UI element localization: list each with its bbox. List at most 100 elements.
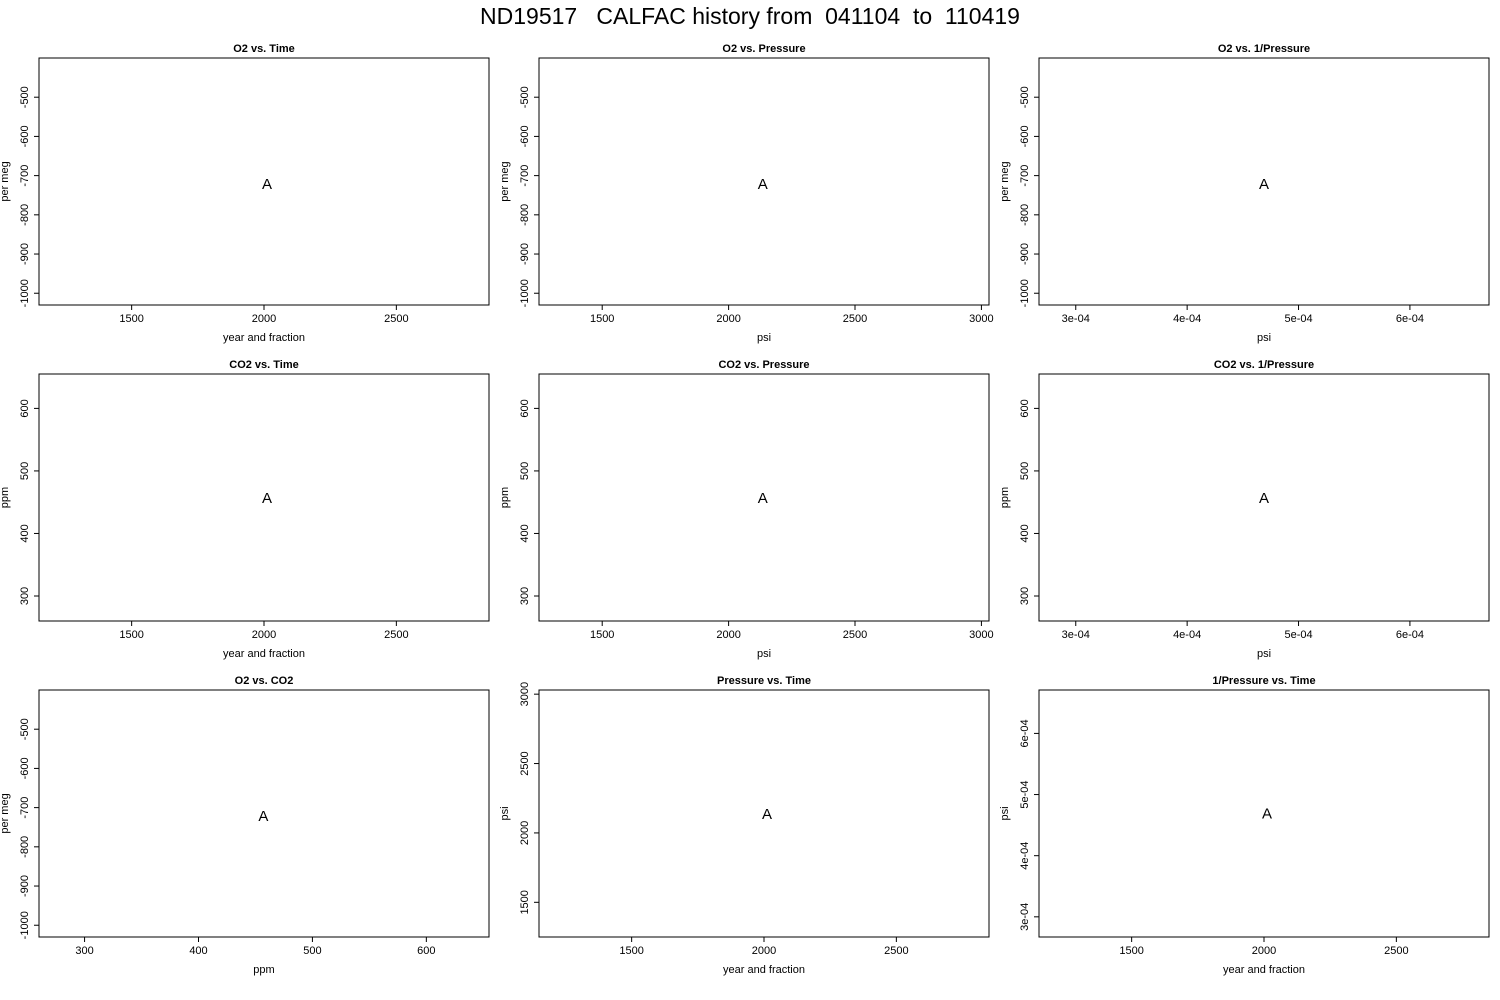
chart-3-panel: O2 vs. 1/Pressure 3e-04 4e-04 5e-04 6e-04 -10… [999, 43, 1490, 344]
chart-7-y-tick-label: -600 [19, 757, 31, 779]
chart-7-x-tick-label: 600 [417, 945, 435, 957]
chart-1-y-axis-label: per meg [0, 161, 11, 201]
chart-7-data-point: A [258, 808, 268, 825]
chart-7-y-tick-label: -1000 [19, 911, 31, 939]
chart-2-x-tick-label: 2000 [716, 313, 740, 325]
chart-8-x-tick-label: 2000 [752, 945, 776, 957]
chart-5-x-tick-label: 2000 [716, 629, 740, 641]
chart-7-y-tick-label: -900 [19, 875, 31, 897]
chart-1-y-tick-label: -900 [19, 243, 31, 265]
chart-1-y-tick-label: -500 [19, 86, 31, 108]
chart-5-y-tick-label: 500 [519, 462, 531, 480]
chart-9-x-tick-label: 2000 [1252, 945, 1276, 957]
chart-6-panel: CO2 vs. 1/Pressure 3e-04 4e-04 5e-04 6e-04 30… [999, 359, 1490, 660]
chart-9-title: 1/Pressure vs. Time [1212, 675, 1315, 687]
chart-5-y-tick-label: 400 [519, 524, 531, 542]
chart-9-y-axis-label: psi [999, 806, 1011, 820]
chart-6-data-point: A [1259, 490, 1269, 507]
chart-2-plot-frame [538, 57, 990, 306]
chart-1-x-tick-label: 2000 [252, 313, 276, 325]
chart-3-x-axis-label: psi [1257, 332, 1271, 344]
chart-9-data-point: A [1262, 806, 1272, 823]
chart-4-panel: CO2 vs. Time 1500 2000 2500 300 400 500 600 year… [0, 359, 490, 660]
chart-3-y-tick-label: -700 [1019, 165, 1031, 187]
chart-5-x-axis-label: psi [757, 648, 771, 660]
chart-2-data-point: A [758, 176, 768, 193]
chart-9-y-tick-label: 4e-04 [1019, 842, 1031, 870]
chart-3-x-tick-label: 5e-04 [1284, 313, 1312, 325]
chart-8-x-tick-label: 2500 [884, 945, 908, 957]
chart-7-x-tick-label: 300 [75, 945, 93, 957]
chart-5-x-tick-label: 3000 [969, 629, 993, 641]
chart-9-y-tick-label: 3e-04 [1019, 903, 1031, 931]
chart-1-y-tick-label: -800 [19, 204, 31, 226]
chart-4-y-axis-label: ppm [0, 487, 11, 508]
chart-2-x-tick-label: 2500 [843, 313, 867, 325]
chart-8-y-axis-label: psi [499, 806, 511, 820]
chart-2-y-tick-label: -600 [519, 125, 531, 147]
chart-2-x-tick-label: 3000 [969, 313, 993, 325]
chart-7-y-tick-label: -700 [19, 797, 31, 819]
chart-9-y-tick-label: 5e-04 [1019, 780, 1031, 808]
chart-7-y-axis-label: per meg [0, 793, 11, 833]
chart-9-x-tick-label: 1500 [1119, 945, 1143, 957]
chart-3-x-tick-label: 6e-04 [1396, 313, 1424, 325]
chart-7-y-tick-label: -500 [19, 718, 31, 740]
chart-5-data-point: A [758, 490, 768, 507]
chart-8-y-tick-label: 3000 [519, 682, 531, 706]
chart-3-y-tick-label: -800 [1019, 204, 1031, 226]
chart-7-panel: O2 vs. CO2 300 400 500 600 -1000 -900 -800 -700 -… [0, 675, 490, 976]
chart-2-y-tick-label: -800 [519, 204, 531, 226]
chart-1-panel: O2 vs. Time 1500 2000 2500 -1000 -900 -800 -700… [0, 43, 490, 344]
chart-7-x-tick-label: 500 [303, 945, 321, 957]
chart-6-y-tick-label: 500 [1019, 462, 1031, 480]
chart-2-title: O2 vs. Pressure [722, 43, 805, 55]
chart-2-y-tick-label: -900 [519, 243, 531, 265]
chart-6-y-tick-label: 300 [1019, 587, 1031, 605]
chart-2-y-tick-label: -1000 [519, 279, 531, 307]
chart-6-y-tick-label: 400 [1019, 524, 1031, 542]
chart-4-x-tick-label: 2000 [252, 629, 276, 641]
chart-5-x-tick-label: 1500 [590, 629, 614, 641]
chart-5-y-tick-label: 300 [519, 587, 531, 605]
chart-4-x-tick-label: 1500 [119, 629, 143, 641]
chart-8-x-axis-label: year and fraction [723, 964, 805, 976]
chart-9-y-tick-label: 6e-04 [1019, 719, 1031, 747]
chart-6-x-tick-label: 5e-04 [1284, 629, 1312, 641]
chart-6-x-tick-label: 3e-04 [1062, 629, 1090, 641]
chart-7-x-axis-label: ppm [253, 964, 274, 976]
chart-7-x-tick-label: 400 [189, 945, 207, 957]
chart-9-panel: 1/Pressure vs. Time 1500 2000 2500 3e-04 4e-0… [999, 675, 1490, 976]
chart-6-y-tick-label: 600 [1019, 399, 1031, 417]
chart-6-x-tick-label: 6e-04 [1396, 629, 1424, 641]
chart-2-y-tick-label: -700 [519, 165, 531, 187]
chart-7-y-tick-label: -800 [19, 836, 31, 858]
chart-8-y-tick-label: 2000 [519, 821, 531, 845]
chart-3-x-tick-label: 3e-04 [1062, 313, 1090, 325]
chart-1-data-point: A [262, 176, 272, 193]
chart-6-title: CO2 vs. 1/Pressure [1214, 359, 1314, 371]
chart-8-y-tick-label: 1500 [519, 890, 531, 914]
chart-5-panel: CO2 vs. Pressure 1500 2000 2500 3000 300 400 50… [499, 359, 994, 660]
chart-4-y-tick-label: 400 [19, 524, 31, 542]
chart-1-title: O2 vs. Time [233, 43, 295, 55]
chart-1-y-tick-label: -1000 [19, 279, 31, 307]
chart-6-y-axis-label: ppm [999, 487, 1011, 508]
chart-1-y-tick-label: -600 [19, 125, 31, 147]
chart-8-data-point: A [762, 806, 772, 823]
chart-4-x-tick-label: 2500 [384, 629, 408, 641]
chart-2-x-tick-label: 1500 [590, 313, 614, 325]
chart-8-title: Pressure vs. Time [717, 675, 811, 687]
figure-title: ND19517 CALFAC history from 041104 to 11… [480, 3, 1020, 29]
chart-3-x-tick-label: 4e-04 [1173, 313, 1201, 325]
chart-3-y-tick-label: -500 [1019, 86, 1031, 108]
chart-4-x-axis-label: year and fraction [223, 648, 305, 660]
chart-5-title: CO2 vs. Pressure [718, 359, 809, 371]
chart-5-y-tick-label: 600 [519, 399, 531, 417]
chart-3-y-tick-label: -1000 [1019, 279, 1031, 307]
chart-2-panel: O2 vs. Pressure 1500 2000 2500 3000 -1000 -900… [499, 43, 994, 344]
chart-3-y-axis-label: per meg [999, 161, 1011, 201]
chart-8-x-tick-label: 1500 [619, 945, 643, 957]
chart-9-x-tick-label: 2500 [1384, 945, 1408, 957]
